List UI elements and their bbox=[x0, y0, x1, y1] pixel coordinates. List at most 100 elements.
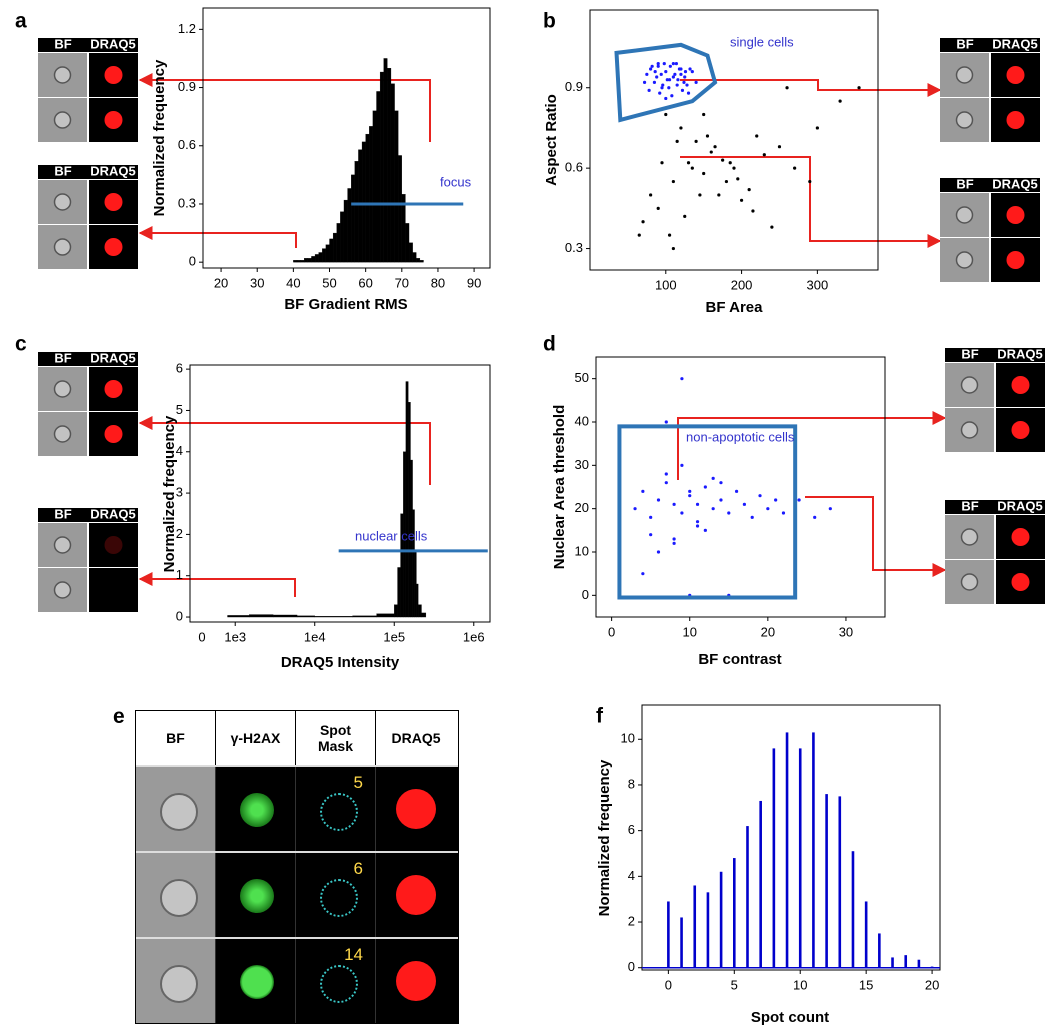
bar bbox=[719, 871, 723, 968]
panel-label: d bbox=[543, 333, 556, 356]
point bbox=[664, 112, 668, 117]
grid-row: 5 bbox=[136, 765, 458, 851]
spot-mask-image: 5 bbox=[296, 767, 376, 851]
point bbox=[660, 161, 664, 165]
bar bbox=[706, 892, 710, 968]
gallery-header-label: DRAQ5 bbox=[90, 163, 136, 178]
y-tick-label: 0 bbox=[582, 587, 589, 602]
bar bbox=[785, 732, 789, 968]
point bbox=[774, 498, 778, 502]
point bbox=[828, 507, 832, 511]
bar bbox=[693, 885, 697, 968]
x-tick-label: 200 bbox=[731, 277, 753, 292]
point bbox=[652, 80, 657, 84]
nucleus bbox=[1011, 528, 1030, 546]
nucleus bbox=[104, 193, 123, 211]
point bbox=[702, 171, 706, 176]
y-axis-label: Aspect Ratio bbox=[543, 94, 560, 186]
arrow bbox=[680, 156, 942, 248]
column-header: γ-H2AX bbox=[216, 711, 296, 765]
panel-label: e bbox=[113, 705, 125, 728]
point bbox=[690, 166, 694, 170]
point bbox=[672, 537, 676, 541]
point bbox=[637, 233, 641, 237]
cell bbox=[160, 793, 198, 831]
gallery-header bbox=[940, 38, 1040, 52]
grid-header: BF γ-H2AX Spot Mask DRAQ5 bbox=[136, 711, 458, 765]
gallery-header-label: BF bbox=[961, 498, 978, 513]
point bbox=[703, 485, 707, 489]
histogram-bar bbox=[419, 260, 424, 263]
cell bbox=[396, 789, 436, 829]
bar bbox=[825, 794, 828, 968]
x-tick-label: 15 bbox=[859, 977, 873, 992]
point bbox=[713, 145, 717, 149]
point bbox=[683, 214, 687, 218]
arrow bbox=[680, 79, 942, 97]
histogram-bar bbox=[296, 615, 315, 618]
gallery-header-label: BF bbox=[54, 163, 71, 178]
y-tick-label: 20 bbox=[575, 500, 589, 515]
point bbox=[732, 166, 736, 170]
column-header: Spot Mask bbox=[296, 711, 376, 765]
point bbox=[695, 520, 700, 524]
cell bbox=[53, 238, 72, 256]
point bbox=[647, 88, 651, 93]
point bbox=[728, 161, 732, 165]
point bbox=[815, 126, 819, 130]
point bbox=[695, 502, 700, 506]
grid-row: 6 bbox=[136, 851, 458, 937]
y-tick-label: 0 bbox=[189, 254, 196, 269]
gate-label: non-apoptotic cells bbox=[686, 429, 795, 444]
spot-count: 6 bbox=[353, 859, 363, 878]
y-tick-label: 40 bbox=[575, 413, 589, 428]
point bbox=[656, 550, 661, 554]
point bbox=[671, 179, 675, 184]
point bbox=[641, 489, 645, 493]
point bbox=[682, 80, 686, 84]
point bbox=[688, 494, 692, 498]
y-tick-label: 1.2 bbox=[178, 21, 196, 36]
nucleus bbox=[1006, 111, 1025, 129]
arrow bbox=[138, 73, 431, 142]
y-tick-label: 6 bbox=[176, 361, 183, 376]
point bbox=[667, 78, 672, 82]
point bbox=[661, 83, 665, 87]
gallery-header-label: BF bbox=[54, 506, 71, 521]
point bbox=[656, 206, 660, 210]
point bbox=[664, 481, 668, 485]
histogram-bar bbox=[336, 223, 341, 263]
y-tick-label: 3 bbox=[176, 485, 183, 500]
point bbox=[671, 75, 675, 79]
histogram-bar bbox=[369, 126, 374, 263]
cell bbox=[53, 536, 72, 554]
cell bbox=[960, 376, 979, 394]
bar bbox=[878, 933, 881, 968]
cell bbox=[955, 206, 974, 224]
x-tick-label: 1e5 bbox=[383, 629, 405, 644]
histogram-bar bbox=[387, 67, 392, 263]
bar bbox=[917, 959, 921, 968]
histogram-bar bbox=[376, 613, 395, 618]
point bbox=[664, 420, 668, 424]
point bbox=[641, 220, 645, 224]
histogram-bar bbox=[394, 110, 399, 263]
y-tick-label: 1 bbox=[176, 567, 183, 582]
histogram-bar bbox=[372, 110, 377, 263]
point bbox=[653, 70, 657, 74]
cell bbox=[53, 581, 72, 599]
point bbox=[680, 377, 684, 381]
histogram-bar bbox=[340, 211, 345, 263]
histogram-bar bbox=[304, 258, 308, 263]
x-tick-label: 20 bbox=[925, 977, 939, 992]
bar bbox=[759, 800, 762, 968]
point bbox=[703, 528, 707, 532]
gallery-header-label: DRAQ5 bbox=[90, 350, 136, 365]
point bbox=[777, 145, 782, 149]
gallery-header-label: DRAQ5 bbox=[997, 346, 1043, 361]
histogram-bar bbox=[408, 402, 411, 618]
histogram-bar bbox=[358, 149, 363, 263]
point bbox=[671, 62, 675, 66]
histogram-bar bbox=[414, 550, 417, 618]
